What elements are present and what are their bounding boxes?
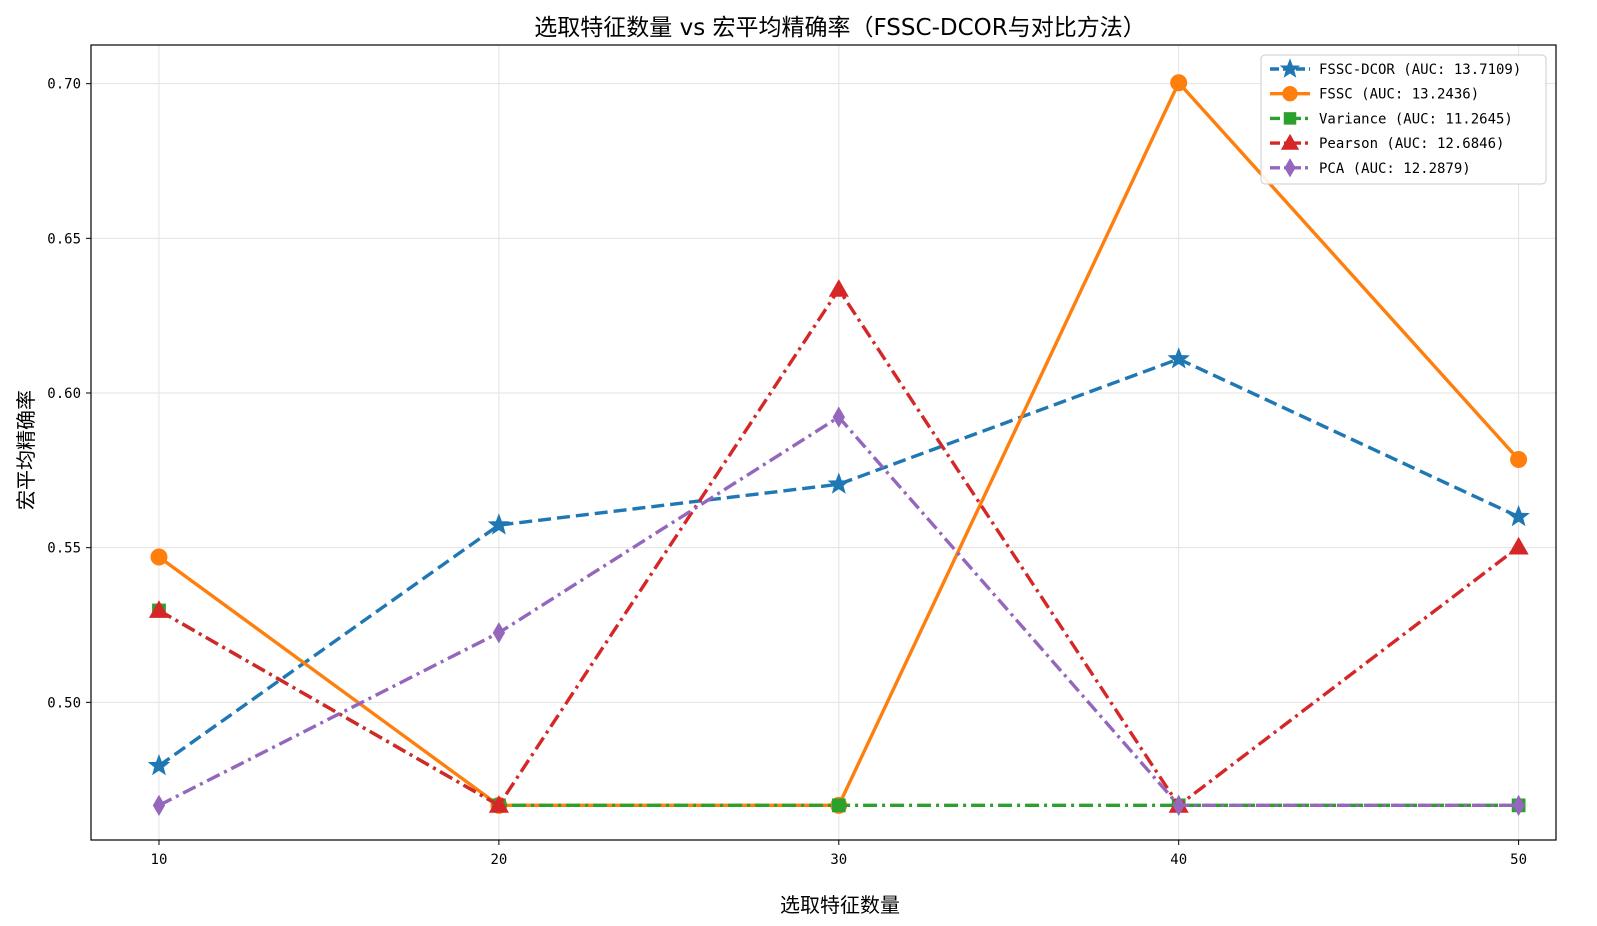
y-axis: 0.50 0.55 0.60 0.65 0.70	[47, 77, 91, 711]
series-fssc-dcor-point	[1507, 504, 1530, 527]
x-tick-label: 10	[151, 852, 168, 868]
series-fssc-point	[1170, 74, 1188, 92]
legend-box	[1260, 54, 1547, 185]
legend-marker-point	[1279, 58, 1301, 78]
series-fssc-dcor-point	[1167, 347, 1190, 369]
legend-item-variance: Variance (AUC: 11.2645)	[1270, 111, 1513, 127]
x-tick-label: 50	[1510, 852, 1527, 868]
series-fssc-dcor	[147, 347, 1530, 776]
x-axis-label: 选取特征数量	[780, 893, 900, 917]
series-fssc-point	[150, 548, 168, 566]
series-pca	[152, 406, 1525, 816]
x-axis: 10 20 30 40 50	[151, 840, 1527, 868]
legend-marker-point	[1284, 158, 1296, 178]
y-tick-label: 0.60	[47, 386, 81, 402]
legend-label: FSSC-DCOR (AUC: 13.7109)	[1319, 62, 1521, 78]
series-fssc-dcor-line	[157, 357, 1520, 768]
legend-label: FSSC (AUC: 13.2436)	[1319, 87, 1479, 103]
series-pca-point	[832, 406, 845, 428]
series-pca-point	[492, 622, 506, 644]
series-fssc-dcor-point	[827, 472, 850, 494]
plot-frame	[90, 44, 1557, 841]
legend-item-fssc: FSSC (AUC: 13.2436)	[1270, 86, 1479, 103]
legend-item-pca: PCA (AUC: 12.2879)	[1270, 158, 1471, 178]
legend-label: Variance (AUC: 11.2645)	[1319, 111, 1513, 127]
legend-item-fssc-dcor: FSSC-DCOR (AUC: 13.7109)	[1270, 58, 1521, 78]
legend-item-pearson: Pearson (AUC: 12.6846)	[1270, 133, 1504, 152]
legend-marker-point	[1282, 86, 1298, 102]
plot-series	[147, 74, 1530, 816]
legend: FSSC-DCOR (AUC: 13.7109) FSSC (AUC: 13.24…	[1260, 54, 1547, 185]
series-fssc-dcor-point	[487, 513, 511, 535]
series-pca-point	[152, 794, 166, 816]
series-pca-point	[1172, 794, 1185, 816]
x-tick-label: 40	[1170, 852, 1187, 868]
y-tick-label: 0.65	[47, 231, 81, 247]
series-pearson-point	[488, 795, 509, 813]
y-tick-label: 0.55	[47, 541, 81, 557]
series-pca-point	[1512, 794, 1525, 816]
series-pearson-point	[828, 279, 849, 297]
series-fssc-dcor-point	[147, 753, 171, 776]
legend-marker-point	[1280, 133, 1300, 150]
y-tick-label: 0.50	[47, 695, 81, 711]
y-tick-label: 0.70	[47, 77, 81, 93]
chart-title: 选取特征数量 vs 宏平均精确率（FSSC-DCOR与对比方法）	[534, 15, 1145, 41]
series-fssc-point	[1510, 451, 1528, 469]
legend-label: PCA (AUC: 12.2879)	[1319, 161, 1471, 177]
legend-label: Pearson (AUC: 12.6846)	[1319, 136, 1504, 152]
x-tick-label: 20	[490, 852, 507, 868]
x-tick-label: 30	[830, 852, 847, 868]
y-axis-label: 宏平均精确率	[14, 390, 38, 510]
series-pearson-point	[148, 600, 170, 618]
legend-marker-point	[1283, 112, 1297, 125]
series-pearson-point	[1508, 536, 1529, 555]
series-variance-point	[831, 798, 846, 813]
